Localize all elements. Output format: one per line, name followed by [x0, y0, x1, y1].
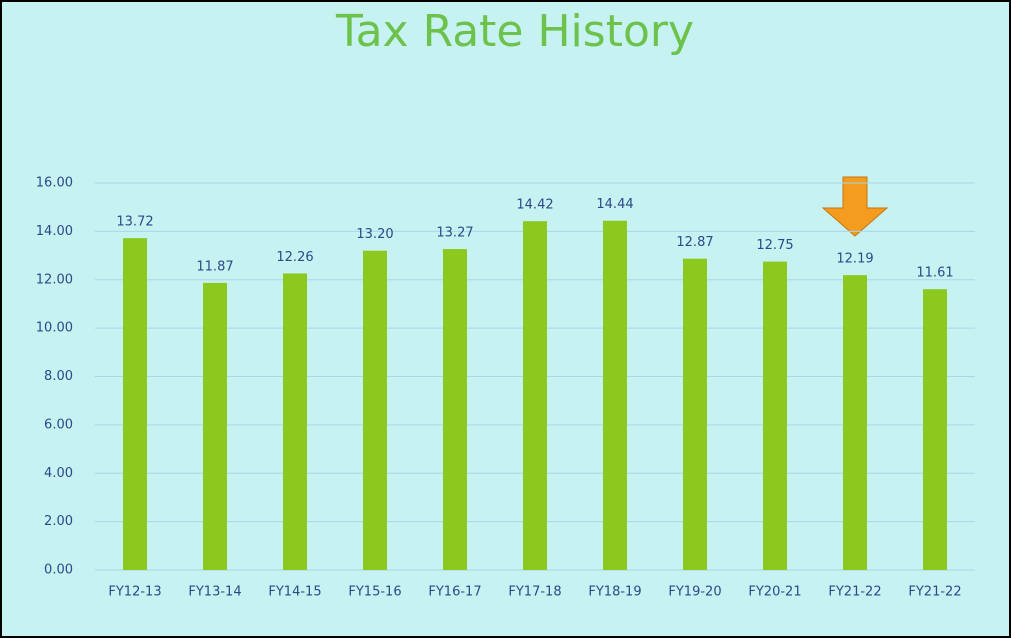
x-tick-label: FY14-15 — [268, 585, 321, 600]
value-label: 14.42 — [516, 198, 553, 213]
x-tick-label: FY16-17 — [428, 585, 481, 600]
bar — [123, 238, 147, 570]
bar — [603, 221, 627, 570]
bar — [523, 221, 547, 570]
chart: Tax Rate History 0.00 2.00 4.00 6.00 8.00 10.… — [0, 0, 1011, 638]
value-label: 12.75 — [756, 238, 793, 253]
x-tick-label: FY19-20 — [668, 585, 721, 600]
y-tick-label: 2.00 — [44, 514, 73, 529]
value-label: 12.19 — [836, 252, 873, 267]
x-tick-label: FY21-22 — [908, 585, 961, 600]
value-label: 14.44 — [596, 197, 633, 212]
y-tick-label: 10.00 — [36, 321, 73, 336]
y-tick-label: 12.00 — [36, 272, 73, 287]
x-tick-label: FY12-13 — [108, 585, 161, 600]
value-label: 12.26 — [276, 250, 313, 265]
value-label: 11.61 — [916, 266, 953, 281]
y-tick-label: 14.00 — [36, 224, 73, 239]
bar — [363, 251, 387, 570]
bar — [203, 283, 227, 570]
bar — [683, 259, 707, 570]
y-tick-label: 16.00 — [36, 176, 73, 191]
x-tick-label: FY17-18 — [508, 585, 561, 600]
y-tick-label: 8.00 — [44, 369, 73, 384]
chart-title: Tax Rate History — [335, 6, 694, 57]
value-label: 13.72 — [116, 215, 153, 230]
bar — [843, 275, 867, 570]
x-tick-label: FY18-19 — [588, 585, 641, 600]
y-tick-label: 6.00 — [44, 417, 73, 432]
x-tick-label: FY15-16 — [348, 585, 401, 600]
bar — [283, 273, 307, 570]
value-label: 13.27 — [436, 226, 473, 241]
bar — [923, 289, 947, 570]
page: Tax Rate History 0.00 2.00 4.00 6.00 8.00 10.… — [0, 0, 1011, 638]
value-label: 13.20 — [356, 227, 393, 242]
x-tick-label: FY20-21 — [748, 585, 801, 600]
x-tick-label: FY21-22 — [828, 585, 881, 600]
bar — [443, 249, 467, 570]
value-label: 12.87 — [676, 235, 713, 250]
y-tick-label: 4.00 — [44, 466, 73, 481]
y-tick-label: 0.00 — [44, 563, 73, 578]
x-tick-label: FY13-14 — [188, 585, 241, 600]
bar — [763, 262, 787, 570]
value-label: 11.87 — [196, 259, 233, 274]
